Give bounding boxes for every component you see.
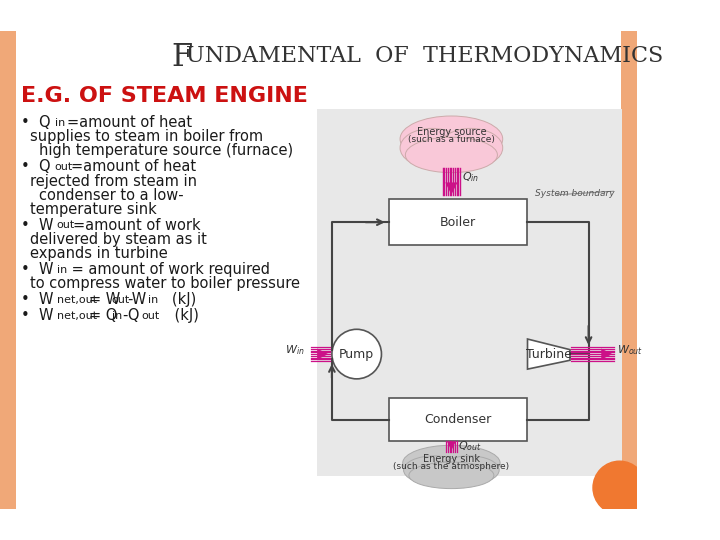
Text: =amount of heat: =amount of heat <box>71 159 196 174</box>
Text: (kJ): (kJ) <box>158 292 197 307</box>
Text: •  W: • W <box>22 262 54 277</box>
Text: temperature sink: temperature sink <box>30 202 157 217</box>
Text: condenser to a low-: condenser to a low- <box>39 188 184 202</box>
Text: supplies to steam in boiler from: supplies to steam in boiler from <box>30 129 264 144</box>
Ellipse shape <box>402 446 500 481</box>
Text: •  W: • W <box>22 292 54 307</box>
Text: -Q: -Q <box>122 308 140 323</box>
FancyBboxPatch shape <box>390 199 526 245</box>
Text: net,out: net,out <box>57 295 96 305</box>
Polygon shape <box>0 31 16 509</box>
Ellipse shape <box>400 129 464 167</box>
Text: E.G. OF STEAM ENGINE: E.G. OF STEAM ENGINE <box>22 86 308 106</box>
Text: $W_{out}$: $W_{out}$ <box>617 343 643 357</box>
Text: Boiler: Boiler <box>440 215 476 229</box>
Text: out: out <box>55 162 73 172</box>
Text: in: in <box>112 310 122 321</box>
Text: =amount of work: =amount of work <box>73 218 200 233</box>
Text: = amount of work required: = amount of work required <box>67 262 270 277</box>
FancyBboxPatch shape <box>390 399 526 441</box>
Text: -W: -W <box>127 292 147 307</box>
Text: in: in <box>57 265 67 275</box>
Ellipse shape <box>400 116 503 162</box>
Ellipse shape <box>439 456 499 484</box>
FancyBboxPatch shape <box>317 109 622 476</box>
Text: in: in <box>55 118 65 128</box>
Text: •  Q: • Q <box>22 115 51 130</box>
Text: Energy source: Energy source <box>417 126 486 137</box>
Circle shape <box>593 461 646 514</box>
Ellipse shape <box>409 462 494 489</box>
Text: out: out <box>142 310 160 321</box>
Text: $Q_{out}$: $Q_{out}$ <box>459 439 482 453</box>
Ellipse shape <box>405 137 498 173</box>
Text: to compress water to boiler pressure: to compress water to boiler pressure <box>30 276 300 291</box>
Text: high temperature source (furnace): high temperature source (furnace) <box>39 144 293 158</box>
Text: •  W: • W <box>22 218 54 233</box>
Text: F: F <box>171 42 193 73</box>
Text: (kJ): (kJ) <box>156 308 199 323</box>
Text: Condenser: Condenser <box>424 413 492 426</box>
Text: $Q_{in}$: $Q_{in}$ <box>462 170 480 184</box>
Text: =amount of heat: =amount of heat <box>67 115 192 130</box>
Text: delivered by steam as it: delivered by steam as it <box>30 232 207 247</box>
Ellipse shape <box>404 456 464 484</box>
Text: Turbine: Turbine <box>526 348 572 361</box>
Ellipse shape <box>439 129 503 167</box>
Text: in: in <box>148 295 158 305</box>
Polygon shape <box>528 339 570 369</box>
Text: $W_{in}$: $W_{in}$ <box>285 343 305 357</box>
Polygon shape <box>621 31 637 509</box>
Text: System boundary: System boundary <box>536 188 615 198</box>
Text: Energy sink: Energy sink <box>423 454 480 464</box>
Text: out: out <box>57 220 75 231</box>
Text: = Q: = Q <box>89 308 117 323</box>
Text: (such as a furnace): (such as a furnace) <box>408 136 495 145</box>
Text: net,out: net,out <box>57 310 96 321</box>
Circle shape <box>332 329 382 379</box>
Text: •  W: • W <box>22 308 54 323</box>
Text: UNDAMENTAL  OF  THERMODYNAMICS: UNDAMENTAL OF THERMODYNAMICS <box>186 45 663 67</box>
Text: rejected from steam in: rejected from steam in <box>30 173 197 188</box>
Text: expands in turbine: expands in turbine <box>30 246 168 261</box>
Text: •  Q: • Q <box>22 159 51 174</box>
Text: (such as the atmosphere): (such as the atmosphere) <box>393 462 510 471</box>
Text: out: out <box>112 295 130 305</box>
Text: = W: = W <box>89 292 120 307</box>
Text: Pump: Pump <box>339 348 374 361</box>
